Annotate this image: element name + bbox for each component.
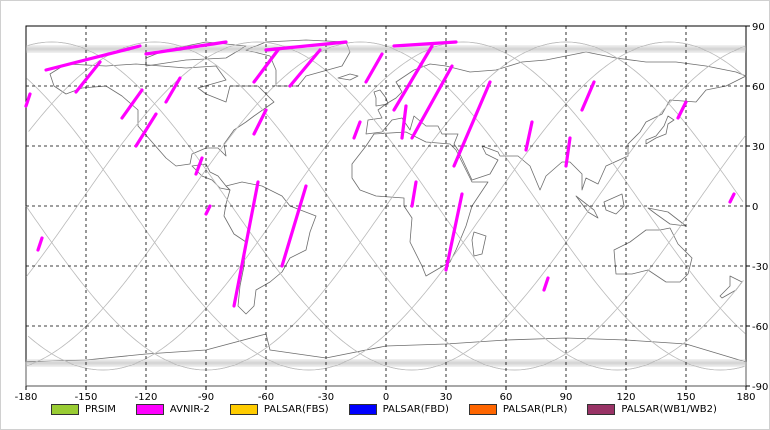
swath-avnir-2 [120, 88, 144, 120]
swath-avnir-2 [144, 40, 228, 56]
swath-avnir-2 [352, 120, 362, 140]
legend-swatch [587, 404, 616, 415]
coastline-madagascar [471, 231, 487, 257]
coastline-sumatra [575, 195, 599, 219]
graticule [26, 26, 746, 386]
legend-item: AVNIR-2 [135, 404, 210, 415]
orbit-track [28, 41, 746, 207]
coastline-north-america [49, 63, 275, 167]
legend-label: AVNIR-2 [169, 404, 210, 415]
swath-avnir-2 [232, 180, 260, 308]
legend-item: PRSIM [51, 404, 116, 415]
legend-swatch [135, 404, 164, 415]
coastline-uk [373, 89, 389, 107]
swath-avnir-2 [392, 44, 434, 112]
swath-avnir-2 [44, 44, 142, 72]
lon-tick-label: 120 [616, 392, 635, 401]
lon-tick-label: 30 [440, 392, 453, 401]
swath-avnir-2 [524, 120, 534, 152]
coastline-iceland [337, 73, 359, 81]
swath-avnir-2 [24, 92, 32, 108]
orbit-track [231, 205, 592, 371]
legend-item: PALSAR(WB1/WB2) [587, 404, 717, 415]
lon-tick-label: 0 [383, 392, 389, 401]
orbit-track [26, 205, 744, 371]
lon-tick-label: -180 [15, 392, 38, 401]
lon-tick-label: -30 [318, 392, 334, 401]
swath-avnir-2 [164, 76, 182, 104]
swath-avnir-2 [252, 48, 280, 84]
coastline-borneo [603, 193, 625, 215]
legend-label: PALSAR(FBD) [382, 404, 449, 415]
orbit-track [27, 205, 745, 371]
swath-avnir-2 [194, 156, 204, 176]
legend-label: PRSIM [85, 404, 116, 415]
legend: PRSIM AVNIR-2 PALSAR(FBS) PALSAR(FBD) PALSAR… [51, 404, 737, 415]
coastline-africa [351, 131, 489, 277]
observation-swaths [24, 40, 736, 308]
legend-swatch [51, 404, 79, 415]
legend-swatch [468, 404, 497, 415]
map-canvas: -180 -150 -120 -90 -60 -30 0 30 60 90 120 150 180 90 6… [15, 22, 769, 403]
swath-avnir-2 [400, 104, 408, 140]
coastline-arctic-islands [145, 41, 247, 67]
orbit-track [77, 41, 438, 207]
lon-tick-label: 180 [736, 392, 755, 401]
swath-avnir-2 [676, 100, 688, 120]
orbit-tracks [26, 41, 746, 371]
coastline-south-america [223, 181, 317, 315]
swath-avnir-2 [542, 276, 550, 292]
legend-item: PALSAR(PLR) [468, 404, 568, 415]
lat-tick-label: 60 [752, 82, 765, 93]
coastline-japan [645, 115, 675, 145]
orbit-track [128, 205, 490, 371]
lat-tick-label: 90 [752, 22, 765, 33]
coastline-australia [613, 227, 693, 283]
lat-tick-label: -90 [752, 382, 768, 393]
swath-avnir-2 [364, 52, 384, 84]
orbit-track [334, 205, 695, 371]
lat-tick-label: -30 [752, 262, 768, 273]
orbit-track [282, 41, 644, 207]
lon-tick-label: 60 [500, 392, 513, 401]
legend-swatch [229, 404, 258, 415]
legend-label: PALSAR(FBS) [263, 404, 329, 415]
lon-tick-label: -60 [258, 392, 274, 401]
swath-avnir-2 [134, 112, 158, 148]
lon-tick-label: 150 [676, 392, 695, 401]
lon-tick-label: 90 [560, 392, 573, 401]
swath-avnir-2 [580, 80, 596, 112]
legend-label: PALSAR(WB1/WB2) [621, 404, 717, 415]
coastline-europe-asia [365, 51, 747, 191]
legend-item: PALSAR(FBS) [229, 404, 329, 415]
orbit-track [180, 41, 541, 207]
legend-label: PALSAR(PLR) [502, 404, 568, 415]
swath-avnir-2 [74, 60, 102, 94]
coastline-new-guinea [647, 207, 687, 227]
lat-tick-label: -60 [752, 322, 768, 333]
swath-avnir-2 [392, 40, 458, 48]
legend-item: PALSAR(FBD) [348, 404, 449, 415]
swath-avnir-2 [564, 136, 572, 168]
swath-avnir-2 [280, 184, 308, 268]
swath-avnir-2 [452, 80, 492, 168]
swath-avnir-2 [204, 204, 212, 216]
swath-avnir-2 [264, 40, 348, 52]
lon-tick-label: -150 [75, 392, 98, 401]
swath-avnir-2 [410, 180, 418, 208]
swath-avnir-2 [36, 236, 44, 252]
swath-avnir-2 [410, 64, 454, 140]
swath-avnir-2 [288, 48, 322, 88]
lon-tick-label: -120 [135, 392, 158, 401]
axis-ticks: -180 -150 -120 -90 -60 -30 0 30 60 90 120 150 180 90 6… [15, 22, 769, 403]
lat-tick-label: 30 [752, 142, 765, 153]
swath-avnir-2 [252, 108, 268, 136]
lat-tick-label: 0 [752, 202, 758, 213]
legend-swatch [348, 404, 377, 415]
swath-avnir-2 [444, 192, 464, 272]
lon-tick-label: -90 [198, 392, 214, 401]
swath-avnir-2 [728, 192, 736, 204]
